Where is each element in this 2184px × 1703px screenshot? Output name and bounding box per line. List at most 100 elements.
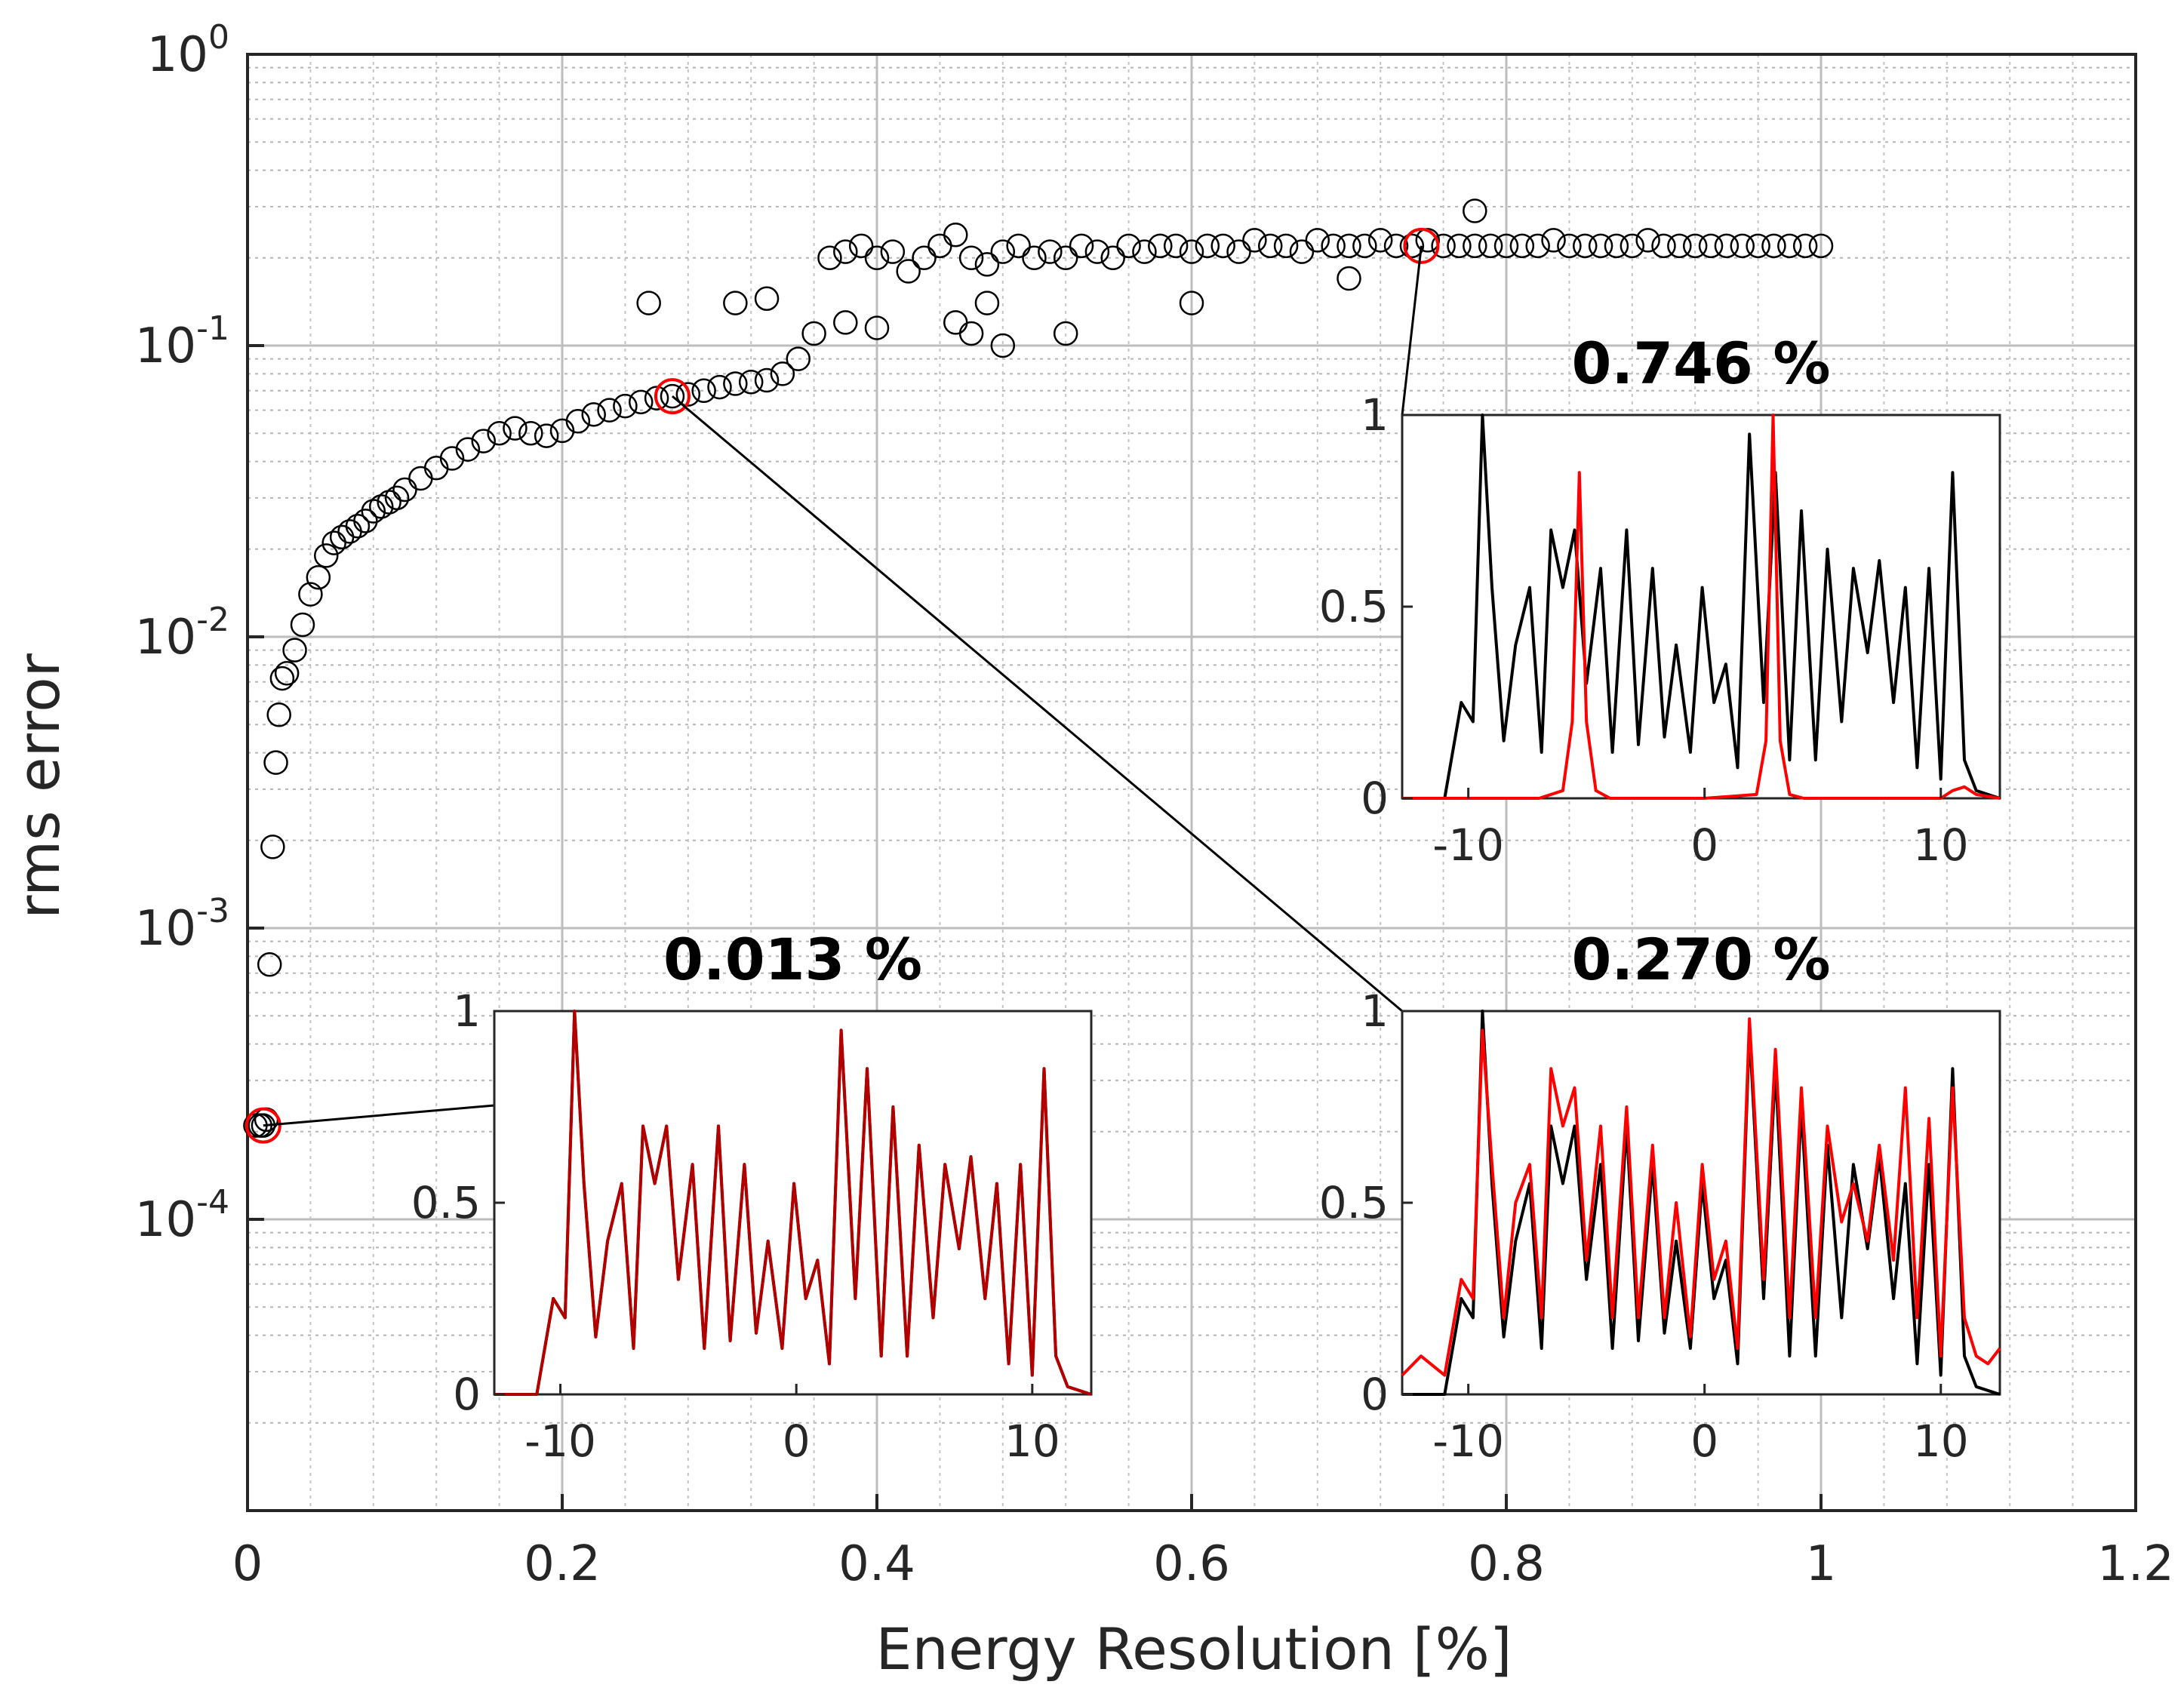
data-point bbox=[1321, 233, 1346, 259]
data-point bbox=[455, 437, 481, 462]
data-point bbox=[1383, 233, 1409, 259]
inset-connector-line bbox=[263, 1104, 495, 1127]
inset-x-tick-label: -10 bbox=[1432, 1416, 1504, 1467]
connector-layer bbox=[263, 245, 1423, 1127]
inset-0270: -10 0 10 0 0.5 1 0.270 % bbox=[1319, 926, 2001, 1467]
inset-x-tick-label: 0 bbox=[783, 1416, 811, 1467]
data-point bbox=[707, 374, 732, 400]
data-point bbox=[298, 582, 323, 607]
data-point bbox=[754, 367, 780, 393]
data-point bbox=[1352, 233, 1377, 259]
y-tick-label: 10-4 bbox=[135, 1183, 229, 1248]
data-point bbox=[565, 408, 591, 434]
inset-0013: -10 0 10 0 0.5 1 0.013 % bbox=[411, 926, 1093, 1467]
data-point bbox=[290, 612, 315, 638]
data-point bbox=[306, 564, 331, 590]
inset-0746: -10 0 10 0 0.5 1 0.746 % bbox=[1319, 330, 2001, 871]
data-point bbox=[1557, 233, 1582, 259]
data-point bbox=[660, 383, 685, 409]
data-point bbox=[1808, 233, 1834, 259]
data-point bbox=[636, 290, 661, 315]
inset-y-tick-label: 0 bbox=[453, 1369, 481, 1420]
inset-y-tick-label: 0.5 bbox=[1319, 1177, 1389, 1228]
data-point bbox=[786, 346, 811, 371]
data-point bbox=[1210, 233, 1235, 259]
x-tick-label: 1 bbox=[1806, 1536, 1837, 1592]
highlighted-point bbox=[245, 1107, 281, 1144]
data-point bbox=[1163, 233, 1189, 259]
data-point bbox=[260, 835, 285, 859]
data-point bbox=[269, 666, 295, 691]
data-point bbox=[896, 259, 921, 284]
data-point bbox=[518, 420, 543, 446]
data-point bbox=[503, 416, 528, 441]
data-point bbox=[1714, 233, 1740, 259]
data-point bbox=[864, 245, 890, 271]
data-point bbox=[1730, 233, 1755, 259]
data-point bbox=[597, 398, 622, 423]
data-point bbox=[1651, 233, 1676, 259]
data-point bbox=[1399, 233, 1425, 259]
x-tick-label: 0.4 bbox=[838, 1536, 915, 1592]
data-point bbox=[1148, 233, 1173, 259]
data-point bbox=[1667, 233, 1692, 259]
data-point bbox=[880, 239, 906, 264]
data-point bbox=[1100, 245, 1125, 271]
data-point bbox=[384, 485, 410, 511]
inset-title: 0.013 % bbox=[663, 926, 922, 993]
data-point bbox=[990, 239, 1016, 264]
data-point bbox=[833, 239, 858, 264]
data-point bbox=[257, 951, 282, 977]
data-point bbox=[1084, 239, 1110, 264]
inset-y-tick-label: 1 bbox=[1361, 389, 1389, 441]
data-point bbox=[1179, 239, 1204, 264]
highlighted-point bbox=[654, 378, 691, 415]
inset-y-tick-label: 1 bbox=[1361, 985, 1389, 1037]
data-point bbox=[990, 333, 1016, 358]
x-tick-label: 0 bbox=[232, 1536, 263, 1592]
data-point bbox=[1258, 233, 1283, 259]
inset-title: 0.270 % bbox=[1571, 926, 1830, 993]
data-point bbox=[1698, 233, 1724, 259]
data-point bbox=[1777, 233, 1802, 259]
y-tick-label: 10-1 bbox=[135, 309, 229, 374]
data-point bbox=[958, 321, 984, 346]
data-point bbox=[1525, 233, 1550, 259]
inset-x-tick-label: -10 bbox=[1432, 819, 1504, 871]
data-point bbox=[723, 371, 748, 396]
data-point bbox=[1761, 233, 1786, 259]
data-point bbox=[1289, 239, 1315, 264]
inset-y-tick-label: 1 bbox=[453, 985, 481, 1037]
data-point bbox=[912, 245, 937, 271]
data-point bbox=[471, 429, 496, 453]
inset-y-tick-label: 0.5 bbox=[411, 1177, 481, 1228]
highlighted-point bbox=[1403, 227, 1440, 264]
data-point bbox=[675, 382, 701, 407]
data-point bbox=[754, 286, 780, 311]
data-point bbox=[314, 543, 339, 568]
data-point bbox=[1493, 233, 1519, 259]
inset-y-tick-label: 0 bbox=[1361, 773, 1389, 824]
data-point bbox=[274, 660, 300, 686]
data-point bbox=[613, 393, 638, 419]
data-point bbox=[943, 222, 968, 247]
data-point bbox=[738, 369, 764, 395]
data-point bbox=[848, 233, 874, 259]
data-point bbox=[1273, 233, 1299, 259]
inset-x-tick-label: 10 bbox=[1004, 1416, 1060, 1467]
inset-series-line-red bbox=[1402, 413, 2001, 800]
inset-series-line-red bbox=[1401, 1017, 2001, 1377]
data-point bbox=[1006, 233, 1031, 259]
inset-series-line-black bbox=[1402, 413, 2001, 800]
data-point bbox=[644, 386, 669, 410]
inset-series-line-black bbox=[1402, 1010, 2001, 1396]
data-point bbox=[1604, 233, 1629, 259]
data-point bbox=[1337, 266, 1361, 291]
inset-x-tick-label: -10 bbox=[524, 1416, 596, 1467]
data-point bbox=[439, 446, 465, 471]
data-point bbox=[958, 245, 984, 271]
data-point bbox=[1132, 239, 1157, 264]
data-point bbox=[817, 245, 842, 271]
data-point bbox=[1038, 239, 1063, 264]
